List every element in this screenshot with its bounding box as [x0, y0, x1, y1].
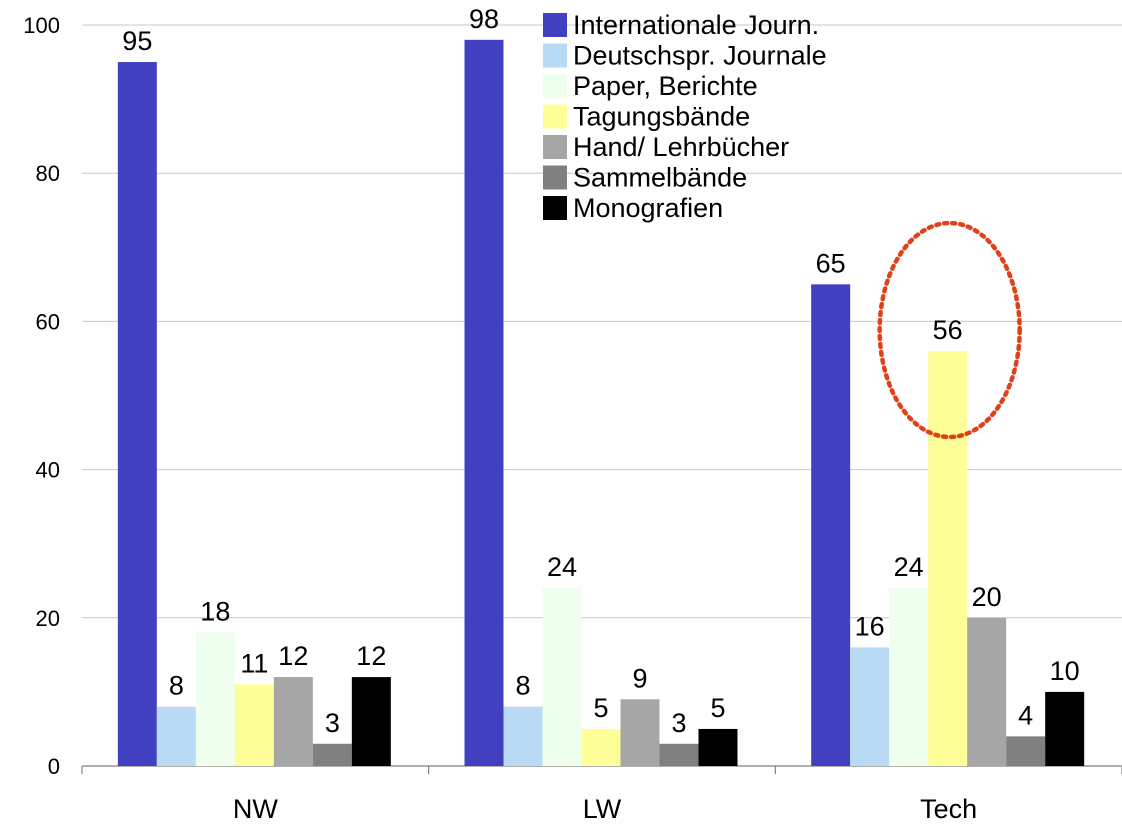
- bar: [234, 684, 274, 766]
- legend-swatch: [543, 104, 567, 129]
- legend-label: Sammelbände: [573, 163, 747, 193]
- data-label: 95: [122, 26, 152, 56]
- data-label: 5: [593, 693, 608, 723]
- legend-label: Internationale Journ.: [573, 10, 819, 40]
- bar: [273, 677, 313, 766]
- data-label: 18: [200, 597, 230, 627]
- data-label: 4: [1018, 700, 1033, 730]
- legend-swatch: [543, 43, 567, 68]
- y-tick-label: 40: [36, 458, 60, 483]
- data-label: 98: [469, 4, 499, 34]
- data-label: 3: [671, 708, 686, 738]
- legend-swatch: [543, 135, 567, 159]
- bar: [698, 728, 738, 766]
- y-tick-label: 0: [48, 754, 60, 779]
- data-label: 16: [855, 611, 885, 641]
- data-label: 5: [710, 693, 725, 723]
- bar: [928, 351, 968, 766]
- bar: [1045, 691, 1085, 766]
- bar: [503, 706, 543, 766]
- legend-swatch: [543, 196, 567, 220]
- legend-swatch: [543, 165, 567, 190]
- legend-label: Hand/ Lehrbücher: [573, 132, 789, 162]
- bar: [1006, 736, 1046, 766]
- bar: [117, 62, 157, 767]
- bar: [581, 728, 621, 766]
- data-label: 24: [894, 552, 924, 582]
- annotations: [877, 220, 1022, 440]
- bar: [195, 632, 235, 766]
- data-label: 10: [1050, 656, 1080, 686]
- highlight-ellipse: [877, 220, 1022, 440]
- data-label: 56: [933, 315, 963, 345]
- bar: [850, 647, 890, 766]
- data-label: 8: [515, 671, 530, 701]
- y-tick-label: 60: [36, 309, 60, 334]
- data-label: 3: [325, 708, 340, 738]
- data-label: 12: [356, 641, 386, 671]
- legend-label: Paper, Berichte: [573, 71, 758, 101]
- bar: [464, 39, 504, 766]
- bar: [351, 677, 391, 766]
- data-label: 12: [278, 641, 308, 671]
- x-category-label: NW: [233, 794, 278, 824]
- bar: [659, 743, 699, 766]
- data-label: 8: [169, 671, 184, 701]
- x-category-label: Tech: [920, 794, 977, 824]
- data-label: 65: [816, 248, 846, 278]
- y-tick-label: 20: [36, 606, 60, 631]
- legend-label: Monografien: [573, 193, 723, 223]
- bars: [117, 39, 1085, 767]
- bar: [967, 617, 1007, 766]
- x-category-label: LW: [583, 794, 622, 824]
- legend-swatch: [543, 74, 567, 98]
- bar: [542, 588, 582, 766]
- legend-swatch: [543, 13, 567, 37]
- y-tick-label: 100: [23, 13, 60, 38]
- data-label: 11: [240, 648, 268, 678]
- bar: [889, 588, 929, 766]
- legend-label: Deutschspr. Journale: [573, 41, 827, 71]
- bar: [312, 743, 352, 766]
- bar: [620, 699, 660, 766]
- data-label: 24: [547, 552, 577, 582]
- legend: Internationale Journ.Deutschspr. Journal…: [543, 10, 827, 223]
- data-label: 20: [972, 582, 1002, 612]
- legend-label: Tagungsbände: [573, 102, 750, 132]
- data-label: 9: [632, 663, 647, 693]
- bar: [811, 284, 851, 766]
- y-tick-label: 80: [36, 161, 60, 186]
- bar: [156, 706, 196, 766]
